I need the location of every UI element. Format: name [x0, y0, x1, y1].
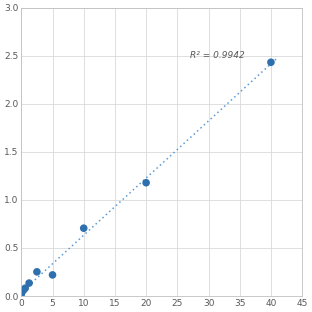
Point: [23, 286, 28, 291]
Point: [144, 180, 149, 185]
Point: [81, 226, 86, 231]
Text: R² = 0.9942: R² = 0.9942: [190, 51, 245, 60]
Point: [19, 292, 24, 297]
Point: [50, 272, 55, 277]
Point: [268, 60, 273, 65]
Point: [21, 288, 26, 293]
Point: [34, 269, 39, 274]
Point: [27, 280, 32, 285]
